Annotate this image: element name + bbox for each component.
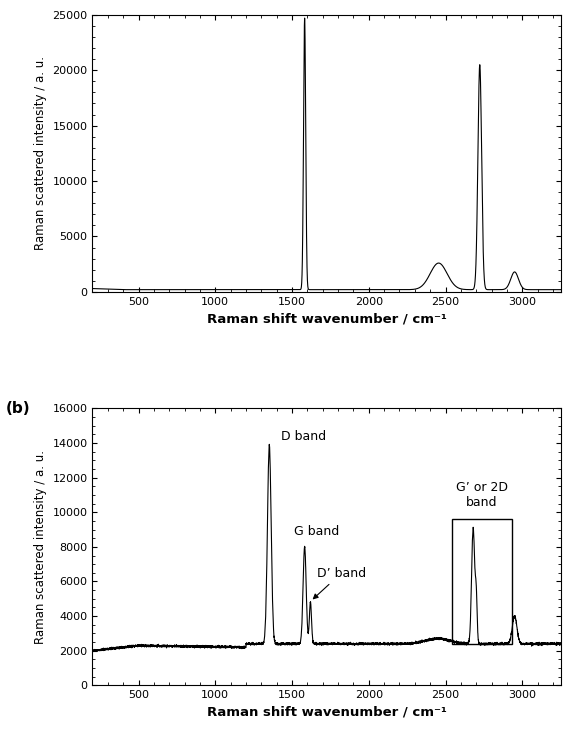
X-axis label: Raman shift wavenumber / cm⁻¹: Raman shift wavenumber / cm⁻¹: [206, 312, 447, 325]
Text: G band: G band: [294, 525, 339, 538]
Y-axis label: Raman scattered intensity / a. u.: Raman scattered intensity / a. u.: [34, 450, 47, 644]
Text: D’ band: D’ band: [313, 567, 366, 598]
Y-axis label: Raman scattered intensity / a. u.: Raman scattered intensity / a. u.: [34, 56, 47, 251]
Text: G’ or 2D
band: G’ or 2D band: [455, 481, 507, 509]
Bar: [451, 519, 512, 644]
Text: D band: D band: [281, 430, 327, 443]
X-axis label: Raman shift wavenumber / cm⁻¹: Raman shift wavenumber / cm⁻¹: [206, 706, 447, 719]
Text: (b): (b): [6, 401, 31, 416]
